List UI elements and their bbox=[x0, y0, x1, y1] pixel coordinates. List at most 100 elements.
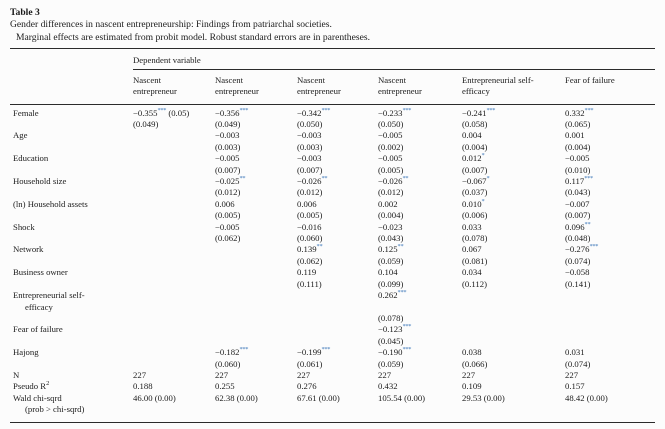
value-cell: 0.139** (0.062) bbox=[297, 244, 323, 266]
value-cell bbox=[215, 290, 297, 324]
table-row: Shock −0.005 (0.062) −0.016 (0.060) −0.023 (0.… bbox=[10, 222, 655, 245]
value-cell: 0.006 (0.005) bbox=[297, 198, 323, 221]
value-cell: −0.190*** (0.059) bbox=[378, 347, 412, 369]
value-cell: 0.001 (0.004) bbox=[565, 130, 591, 152]
row-label: Fear of failure bbox=[13, 324, 63, 335]
table-row: Wald chi-sqrd (prob > chi-sqrd) 46.00 (0.0… bbox=[10, 393, 655, 416]
value-cell: 0.096** (0.048) bbox=[565, 221, 591, 244]
value-cell: 0.067 (0.081) bbox=[462, 244, 488, 266]
value-cell: −0.067* (0.037) bbox=[462, 176, 490, 198]
column-header-3: Nascent entrepreneur bbox=[297, 75, 341, 96]
value-cell: 0.012* (0.007) bbox=[462, 153, 488, 175]
value-cell: 0.002 (0.004) bbox=[378, 198, 404, 221]
row-label: Business owner bbox=[13, 267, 68, 278]
value-cell: 227 bbox=[565, 369, 579, 380]
value-cell: −0.026** (0.012) bbox=[378, 176, 409, 198]
row-label: Shock bbox=[13, 221, 35, 232]
value-cell: 0.010* (0.006) bbox=[462, 198, 488, 221]
row-label: Network bbox=[13, 244, 44, 255]
value-cell bbox=[215, 244, 297, 267]
value-cell bbox=[133, 244, 215, 267]
value-cell: 0.432 bbox=[378, 381, 398, 392]
value-cell: −0.003 (0.003) bbox=[215, 130, 241, 152]
value-cell: −0.058 (0.141) bbox=[565, 267, 591, 289]
row-label: Pseudo R2 bbox=[13, 381, 50, 392]
regression-table: Dependent variable Nascent entrepreneur … bbox=[10, 48, 655, 423]
value-cell bbox=[133, 290, 215, 324]
table-row: Household size −0.025** (0.012) −0.026** (0.… bbox=[10, 176, 655, 199]
value-cell: −0.016 (0.060) bbox=[297, 221, 323, 244]
table-row: (ln) Household assets 0.006 (0.005) 0.006 (0… bbox=[10, 199, 655, 222]
value-cell: 0.104 (0.099) bbox=[378, 267, 404, 289]
value-cell: 0.119 (0.111) bbox=[297, 267, 322, 289]
row-label: Wald chi-sqrd (prob > chi-sqrd) bbox=[13, 392, 85, 415]
value-cell: 105.54 (0.00) bbox=[378, 392, 426, 403]
row-label: Female bbox=[13, 107, 39, 118]
value-cell: 0.157 bbox=[565, 381, 585, 392]
value-cell: 62.38 (0.00) bbox=[215, 392, 258, 403]
value-cell bbox=[133, 199, 215, 222]
value-cell bbox=[297, 290, 378, 324]
value-cell: 0.262*** (0.078) bbox=[378, 290, 407, 323]
value-cell: −0.005 (0.005) bbox=[378, 153, 404, 175]
value-cell bbox=[133, 153, 215, 176]
value-cell: 227 bbox=[133, 369, 147, 380]
value-cell bbox=[133, 267, 215, 290]
value-cell: 227 bbox=[297, 369, 311, 380]
value-cell: 0.006 (0.005) bbox=[215, 198, 241, 221]
column-headers-row: Nascent entrepreneur Nascent entrepreneu… bbox=[10, 70, 655, 104]
column-header-1: Nascent entrepreneur bbox=[133, 75, 177, 96]
value-cell: −0.342*** (0.050) bbox=[297, 107, 331, 129]
value-cell bbox=[133, 347, 215, 370]
value-cell: −0.233*** (0.050) bbox=[378, 107, 412, 129]
value-cell: −0.005 (0.002) bbox=[378, 130, 404, 152]
value-cell: 227 bbox=[378, 369, 392, 380]
dependent-variable-spanner: Dependent variable bbox=[133, 49, 655, 70]
value-cell: 67.61 (0.00) bbox=[297, 392, 340, 403]
value-cell bbox=[462, 290, 565, 324]
value-cell: −0.003 (0.003) bbox=[297, 130, 323, 152]
value-cell: −0.123*** (0.045) bbox=[378, 324, 412, 346]
value-cell: 0.255 bbox=[215, 381, 235, 392]
value-cell: −0.005 (0.010) bbox=[565, 153, 591, 175]
value-cell: −0.355*** (0.05) (0.049) bbox=[133, 107, 190, 129]
table-row: N 227 227 227 227 227 227 bbox=[10, 370, 655, 381]
table-header: Dependent variable Nascent entrepreneur … bbox=[10, 49, 655, 105]
table-row: Entrepreneurial self-efficacy 0.262*** (0… bbox=[10, 290, 655, 324]
value-cell bbox=[133, 222, 215, 245]
value-cell: −0.026** (0.012) bbox=[297, 176, 328, 198]
row-label: Education bbox=[13, 153, 49, 164]
row-label: (ln) Household assets bbox=[13, 198, 88, 209]
value-cell: −0.025** (0.012) bbox=[215, 176, 246, 198]
value-cell: 0.109 bbox=[462, 381, 482, 392]
value-cell: 48.42 (0.00) bbox=[565, 392, 608, 403]
column-header-6: Fear of failure bbox=[565, 75, 615, 85]
value-cell: −0.005 (0.007) bbox=[215, 153, 241, 175]
value-cell: 0.125** (0.059) bbox=[378, 244, 404, 266]
value-cell: 0.332*** (0.065) bbox=[565, 107, 594, 129]
row-label: Hajong bbox=[13, 347, 39, 358]
value-cell bbox=[565, 324, 655, 347]
row-label: Entrepreneurial self-efficacy bbox=[13, 290, 85, 312]
table-caption: Table 3 Gender differences in nascent en… bbox=[10, 6, 655, 44]
spanner-spacer bbox=[10, 49, 133, 70]
value-cell: 0.033 (0.078) bbox=[462, 221, 488, 244]
value-cell: 0.034 (0.112) bbox=[462, 267, 488, 289]
value-cell: −0.199*** (0.061) bbox=[297, 347, 331, 369]
value-cell bbox=[297, 324, 378, 347]
value-cell bbox=[215, 267, 297, 290]
value-cell: −0.023 (0.043) bbox=[378, 221, 404, 244]
table-row: Network 0.139** (0.062) 0.125** (0.059) 0.067… bbox=[10, 244, 655, 267]
value-cell: 0.038 (0.066) bbox=[462, 347, 488, 369]
value-cell bbox=[133, 130, 215, 153]
table-body: Female −0.355*** (0.05) (0.049) −0.356*** (0… bbox=[10, 105, 655, 422]
value-cell bbox=[133, 176, 215, 199]
table-row: Age −0.003 (0.003) −0.003 (0.003) −0.005 (0.00… bbox=[10, 130, 655, 153]
table-row: Hajong −0.182*** (0.060) −0.199*** (0.061) −0… bbox=[10, 347, 655, 370]
value-cell: −0.005 (0.062) bbox=[215, 221, 241, 244]
value-cell: 227 bbox=[215, 369, 229, 380]
table-row: Female −0.355*** (0.05) (0.049) −0.356*** (0… bbox=[10, 108, 655, 131]
table-label: Table 3 bbox=[10, 7, 40, 18]
column-header-4: Nascent entrepreneur bbox=[378, 75, 422, 96]
